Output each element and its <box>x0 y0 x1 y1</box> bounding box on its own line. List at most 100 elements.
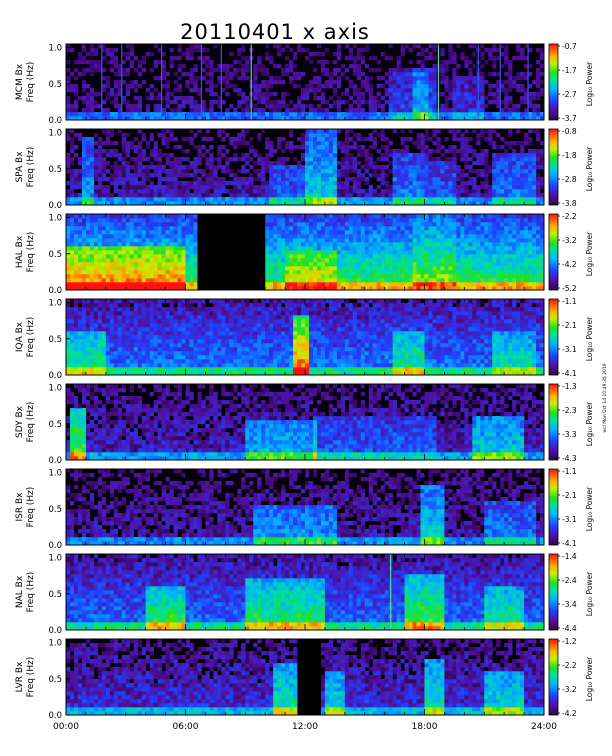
spectrogram-cell <box>125 161 131 166</box>
spectrogram-cell <box>301 181 306 186</box>
spectrogram-cell <box>468 157 473 162</box>
spectrogram-cell <box>496 193 501 198</box>
spectrogram-cell <box>257 189 262 194</box>
spectrogram-cell <box>165 189 170 194</box>
spectrogram-cell <box>456 173 461 178</box>
spectrogram-cell <box>420 104 425 109</box>
spectrogram-cell <box>149 193 154 198</box>
spectrogram-cell <box>460 157 465 162</box>
spectrogram-cell <box>129 104 135 109</box>
spectrogram-cell <box>436 234 441 239</box>
spectrogram-cell <box>464 161 469 166</box>
spectrogram-cell <box>424 88 429 93</box>
spectrogram-cell <box>364 218 370 223</box>
spectrogram-cell <box>424 161 429 166</box>
spectrogram-cell <box>492 226 497 231</box>
spectrogram-cell <box>153 238 158 243</box>
spectrogram-cell <box>480 100 485 105</box>
spectrogram-cell <box>165 230 170 235</box>
spectrogram-cell <box>169 177 174 182</box>
spectrogram-cell <box>69 218 75 223</box>
spectrogram-cell <box>412 262 417 267</box>
spectrogram-cell <box>181 165 186 170</box>
spectrogram-cell <box>372 278 377 283</box>
spectrogram-cell <box>297 254 302 259</box>
spectrogram-cell <box>281 282 286 287</box>
spectrogram-cell <box>312 92 318 97</box>
spectrogram-cell <box>173 197 178 202</box>
spectrogram-cell <box>356 181 362 186</box>
spectrogram-cell <box>348 80 354 85</box>
spectrogram-cell <box>320 286 326 291</box>
spectrogram-cell <box>85 246 91 251</box>
spectrogram-cell <box>332 274 338 279</box>
spectrogram-cell <box>193 80 198 85</box>
spectrogram-cell <box>81 218 87 223</box>
spectrogram-cell <box>424 282 429 287</box>
spectrogram-cell <box>516 169 521 174</box>
spectrogram-cell <box>344 112 350 117</box>
spectrogram-cell <box>217 100 222 105</box>
spectrogram-cell <box>496 266 501 271</box>
spectrogram-cell <box>149 234 154 239</box>
spectrogram-cell <box>261 201 266 206</box>
spectrogram-cell <box>97 161 103 166</box>
spectrogram-cell <box>520 189 525 194</box>
spectrogram-cell <box>253 201 258 206</box>
spectrogram-cell <box>181 266 186 271</box>
spectrogram-cell <box>193 64 198 69</box>
spectrogram-cell <box>448 270 453 275</box>
spectrogram-cell <box>316 104 322 109</box>
spectrogram-cell <box>392 181 397 186</box>
spectrogram-cell <box>265 112 270 117</box>
spectrogram-cell <box>436 145 441 150</box>
spectrogram-cell <box>348 84 354 89</box>
spectrogram-cell <box>468 137 473 142</box>
spectrogram-cell <box>340 222 346 227</box>
spectrogram-cell <box>328 185 334 190</box>
spectrogram-cell <box>424 222 429 227</box>
spectrogram-cell <box>241 64 246 69</box>
spectrogram-cell <box>424 238 429 243</box>
spectrogram-cell <box>536 76 541 81</box>
spectrogram-cell <box>93 197 99 202</box>
spectrogram-cell <box>277 286 282 291</box>
spectrogram-cell <box>305 230 310 235</box>
spectrogram-cell <box>161 222 166 227</box>
spectrogram-cell <box>420 149 425 154</box>
spectrogram-cell <box>105 234 111 239</box>
spectrogram-cell <box>73 197 79 202</box>
spectrogram-cell <box>400 242 405 247</box>
spectrogram-cell <box>408 96 413 101</box>
spectrogram-cell <box>173 270 178 275</box>
spectrogram-cell <box>193 116 198 121</box>
spectrogram-cell <box>344 76 350 81</box>
spectrogram-cell <box>360 226 366 231</box>
spectrogram-cell <box>352 177 358 182</box>
spectrogram-cell <box>360 282 366 287</box>
spectrogram-cell <box>66 250 71 255</box>
spectrogram-cell <box>448 242 453 247</box>
spectrogram-cell <box>189 181 194 186</box>
y-tick-label: 1.0 <box>48 129 62 139</box>
spectrogram-cell <box>464 84 469 89</box>
spectrogram-cell <box>193 48 198 53</box>
spectrogram-cell <box>137 112 142 117</box>
spectrogram-cell <box>496 197 501 202</box>
spectrogram-cell <box>145 201 150 206</box>
spectrogram-cell <box>528 181 533 186</box>
spectrogram-cell <box>340 157 346 162</box>
spectrogram-cell <box>336 282 342 287</box>
spectrogram-cell <box>384 157 389 162</box>
spectrogram-cell <box>460 173 465 178</box>
spectrogram-cell <box>297 218 302 223</box>
spectrogram-cell <box>424 266 429 271</box>
spectrogram-cell <box>281 165 286 170</box>
spectrogram-cell <box>500 84 505 89</box>
spectrogram-cell <box>85 137 91 142</box>
spectrogram-cell <box>205 60 210 65</box>
spectrogram-cell <box>257 108 262 113</box>
spectrogram-cell <box>149 161 154 166</box>
spectrogram-cell <box>428 80 433 85</box>
spectrogram-cell <box>396 286 401 291</box>
